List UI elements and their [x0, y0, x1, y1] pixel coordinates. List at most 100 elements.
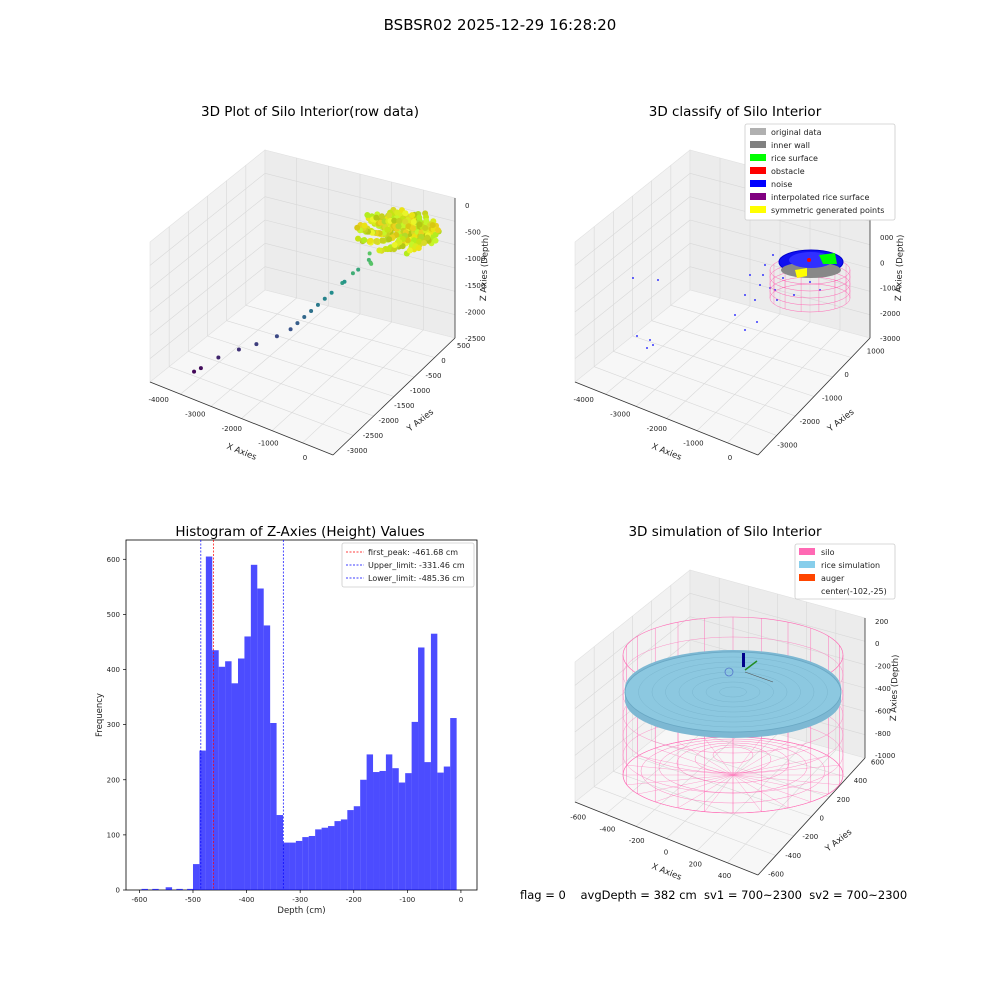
panel-raw-3d: 3D Plot of Silo Interior(row data) -4000… [120, 100, 500, 460]
data-point [378, 213, 385, 220]
x-tick-label: -2000 [647, 425, 667, 433]
data-point [429, 222, 436, 229]
legend-label: rice surface [771, 154, 818, 163]
noise-point [764, 264, 766, 266]
data-point [342, 279, 347, 284]
rice-mesh [665, 666, 801, 718]
x-tick-label: -1000 [258, 440, 278, 448]
legend-frame [341, 542, 475, 588]
histogram-bar [418, 647, 425, 890]
histogram-bar [176, 888, 183, 890]
raw-3d-plot: -4000 -3000 -2000 -1000 0 500 0 -500 -1000 -1500 -… [148, 149, 491, 460]
y-axis-line [332, 337, 456, 456]
data-point [366, 238, 373, 245]
histogram-bar [244, 636, 251, 890]
histogram-bar [302, 837, 309, 890]
histogram-bar [187, 888, 194, 890]
data-point [366, 257, 371, 262]
noise-point [772, 254, 774, 256]
silo-wire [732, 774, 789, 809]
rice-mesh [692, 676, 774, 708]
x-tick-label: -100 [399, 896, 415, 904]
y-tick-label: -2500 [363, 432, 383, 440]
y-tick-label: 500 [457, 342, 470, 350]
legend-label: original data [771, 128, 822, 137]
x-tick-label: 200 [689, 860, 702, 868]
grid-line [149, 173, 266, 266]
data-point [432, 237, 439, 244]
center-marker [724, 667, 734, 677]
y-axis-label: Y Axies [405, 407, 437, 435]
histogram-bar [152, 888, 159, 890]
data-point [416, 238, 423, 245]
noise-point [652, 344, 654, 346]
y-tick-label: -3000 [777, 441, 797, 449]
auger [742, 653, 745, 667]
histogram-bar [257, 588, 264, 890]
legend-swatch [750, 154, 766, 161]
histogram-bar [347, 810, 354, 890]
noise-point [776, 299, 778, 301]
silo-wire [732, 741, 789, 776]
status-footer: flag = 0 avgDepth = 382 cm sv1 = 700~230… [520, 888, 908, 902]
noise-point [759, 284, 761, 286]
x-tick-label: 0 [664, 849, 668, 857]
histogram-bar [276, 815, 284, 890]
y-tick-label: -2000 [378, 417, 398, 425]
legend-frame [794, 543, 896, 600]
silo-wire [655, 774, 734, 803]
z-tick-label: -2500 [465, 335, 485, 343]
y-tick-label: -1000 [410, 387, 430, 395]
y-tick-label: 300 [107, 721, 120, 729]
z-tick-label: -800 [875, 730, 891, 738]
x-tick-label: -3000 [610, 410, 630, 418]
histogram-bar [340, 819, 348, 890]
legend-label: inner wall [771, 141, 810, 150]
histogram-bar [430, 633, 438, 890]
noise-point [657, 279, 659, 281]
legend-swatch [799, 574, 815, 581]
histogram-bar [405, 773, 412, 890]
noise-point [646, 347, 648, 349]
histogram-bar [283, 842, 290, 890]
data-point [421, 240, 428, 247]
histogram-bar [353, 806, 361, 890]
histogram-bar [398, 782, 406, 890]
x-axis-label: Depth (cm) [277, 906, 325, 916]
y-tick-label: -500 [426, 372, 442, 380]
z-tick-label: -1500 [465, 282, 485, 290]
simulation-3d-title: 3D simulation of Silo Interior [628, 524, 822, 540]
x-tick-label: -600 [131, 896, 147, 904]
data-point [315, 302, 320, 307]
data-point [418, 233, 425, 240]
silo-wire [732, 755, 829, 776]
data-point [356, 267, 361, 272]
data-point [406, 247, 413, 254]
histogram-bar [205, 556, 213, 890]
data-point [216, 355, 221, 360]
histogram-legend: first_peak: -461.68 cm Upper_limit: -331.… [341, 542, 475, 588]
silo-wire [732, 765, 840, 776]
data-point [373, 238, 380, 245]
histogram-bar [315, 829, 322, 890]
figure-title: BSBSR02 2025-12-29 16:28:20 [383, 16, 617, 34]
data-point [386, 212, 393, 219]
y-tick-label: -200 [802, 833, 818, 841]
data-point [405, 223, 412, 230]
data-point [361, 237, 368, 244]
data-point [254, 342, 259, 347]
noise-point [809, 281, 811, 283]
grid-line [574, 173, 691, 266]
y-tick-label: -1500 [394, 402, 414, 410]
data-point [350, 271, 355, 276]
legend-label: Upper_limit: -331.46 cm [368, 561, 465, 570]
x-tick-label: -4000 [148, 396, 168, 404]
data-point [322, 296, 327, 301]
histogram-bar [366, 754, 374, 890]
grid-line [727, 749, 837, 864]
histogram-bar [308, 835, 316, 890]
x-axis-line [149, 381, 334, 456]
data-point [309, 308, 314, 313]
z-tick-label: 0 [465, 202, 469, 210]
z-tick-label: 0 [880, 259, 884, 267]
